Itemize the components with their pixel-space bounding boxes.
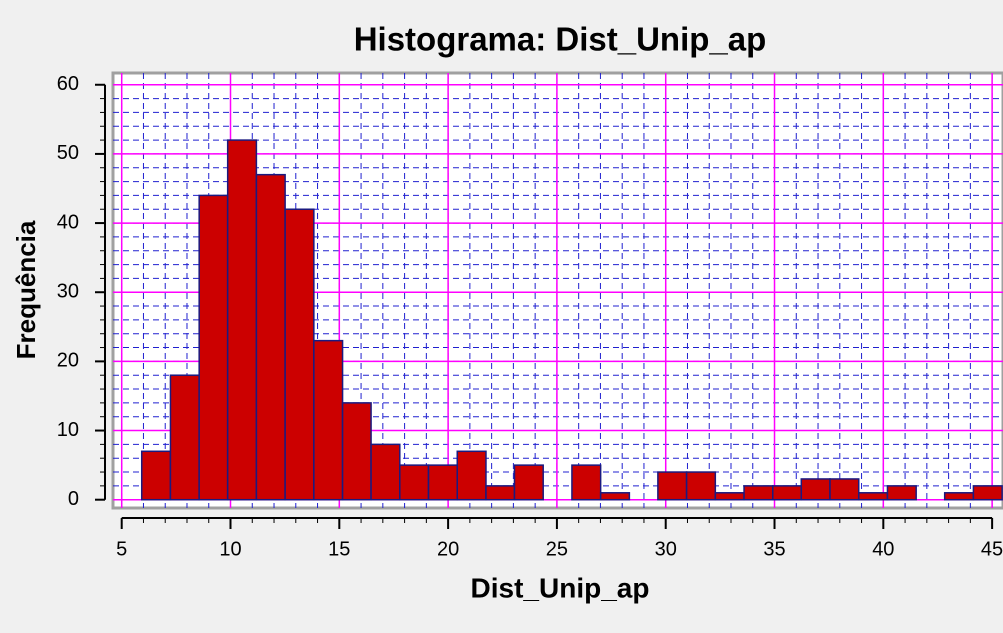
bar [714,492,745,501]
bar [456,450,487,501]
bar [772,485,803,501]
chart-title: Histograma: Dist_Unip_ap [354,21,767,58]
bar [599,492,631,501]
y-axis-label: Frequência [11,220,41,359]
y-tick-label: 20 [57,350,79,372]
bar [943,492,975,501]
y-tick-label: 40 [57,211,79,233]
bar [284,208,315,501]
y-tick-label: 30 [57,281,79,303]
x-tick-label: 45 [981,538,1003,560]
bar [972,485,1003,501]
x-axis-label: Dist_Unip_ap [471,572,650,603]
bar [743,485,774,501]
bar [657,471,688,501]
x-tick-label: 5 [116,538,127,560]
bar [226,139,258,501]
bar [370,443,401,501]
bar [255,173,286,501]
bar [857,492,889,501]
bar [313,339,344,501]
bar [829,478,860,501]
bar [399,464,430,501]
x-tick-label: 30 [655,538,677,560]
x-tick-label: 20 [437,538,459,560]
y-tick-label: 0 [68,488,79,510]
bar [571,464,602,501]
x-tick-label: 40 [872,538,894,560]
bar [685,471,717,501]
bar [886,485,917,501]
bar [198,194,229,501]
x-tick-label: 10 [219,538,241,560]
bar [427,464,458,501]
bar [140,450,172,501]
x-tick-label: 15 [328,538,350,560]
y-tick-label: 60 [57,73,79,95]
x-tick-label: 35 [763,538,785,560]
y-tick-label: 50 [57,142,79,164]
bar [485,485,516,501]
bar [341,402,372,501]
bar [800,478,831,501]
bar [513,464,544,501]
bar [169,374,200,501]
y-tick-label: 10 [57,419,79,441]
x-tick-label: 25 [546,538,568,560]
